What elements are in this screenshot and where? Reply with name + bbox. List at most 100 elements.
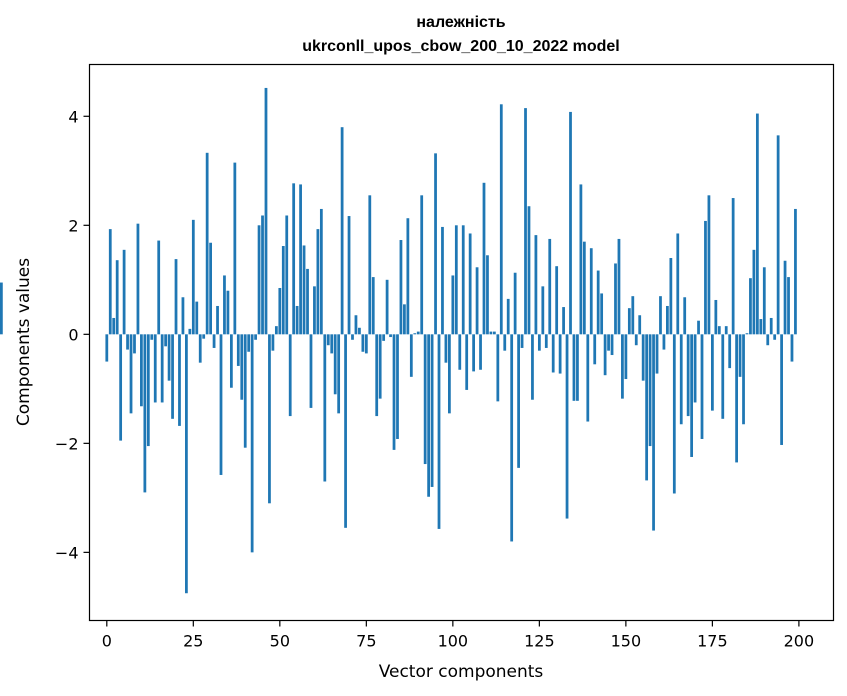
bar-41 (247, 334, 251, 352)
bar-184 (742, 334, 745, 425)
bar-132 (562, 307, 565, 335)
bar-39 (240, 334, 244, 400)
bar-193 (773, 334, 777, 340)
x-tick-label: 100 (438, 632, 469, 651)
bar-53 (288, 334, 292, 417)
y-tick-label: 0 (68, 325, 78, 344)
bar-198 (790, 334, 794, 362)
x-tick-label: 175 (697, 632, 728, 651)
bar-54 (292, 183, 296, 335)
bar-121 (524, 108, 527, 335)
x-tick-label: 25 (183, 632, 203, 651)
bar-67 (337, 334, 341, 414)
chart-title-line-2: ukrconll_upos_cbow_200_10_2022 model (302, 38, 619, 55)
bar-94 (430, 334, 434, 487)
bar-50 (278, 287, 282, 335)
x-axis-ticks: 0 25 50 75 100 125 150 175 200 (102, 620, 814, 651)
bar-179 (724, 326, 728, 335)
bar-24 (188, 328, 192, 335)
bar-135 (572, 334, 576, 401)
bar-28 (202, 334, 206, 339)
bar-178 (721, 334, 725, 419)
bar-143 (600, 293, 604, 335)
bar-58 (306, 268, 309, 335)
bar-100 (451, 275, 455, 335)
bar-73 (358, 327, 361, 335)
bar-49 (274, 326, 278, 335)
bar-147 (614, 263, 617, 335)
bar-95 (434, 153, 437, 335)
bar-15 (157, 240, 161, 335)
bar-149 (621, 334, 624, 399)
bar-160 (659, 296, 662, 335)
bar-3 (115, 260, 119, 335)
bar-166 (679, 334, 683, 425)
bar-40 (243, 334, 247, 448)
bar-150 (624, 334, 628, 380)
bar-87 (406, 218, 410, 335)
bar-144 (603, 334, 607, 376)
bar-0 (105, 334, 109, 362)
bar-75 (364, 334, 368, 354)
bar-122 (527, 206, 531, 335)
bar-98 (444, 334, 448, 363)
bar-46 (264, 87, 268, 335)
bar-20 (174, 259, 178, 335)
bar-125 (537, 334, 541, 351)
bar-187 (752, 249, 756, 335)
bar-13 (150, 334, 154, 340)
bar-142 (596, 270, 600, 335)
bar-74 (361, 334, 365, 352)
y-axis-ticks: −4 −2 0 2 4 (55, 107, 90, 562)
bar-182 (735, 334, 738, 463)
bar-undefined (0, 282, 3, 335)
bar-71 (351, 334, 354, 340)
bar-145 (607, 334, 610, 351)
bar-177 (717, 326, 721, 335)
bar-171 (697, 320, 700, 335)
bar-16 (160, 334, 164, 403)
bar-27 (198, 334, 202, 363)
bar-47 (268, 334, 271, 504)
bar-161 (662, 334, 666, 350)
bar-34 (223, 275, 226, 335)
bars-group (0, 87, 797, 594)
bar-164 (672, 334, 676, 494)
y-tick-label: −4 (55, 543, 79, 562)
bar-93 (427, 334, 431, 497)
bar-151 (627, 308, 631, 335)
bar-72 (354, 315, 358, 335)
bar-133 (565, 334, 569, 519)
bar-83 (392, 334, 396, 450)
chart-title-line-1: належність (416, 14, 505, 31)
bar-29 (205, 152, 209, 335)
bar-9 (136, 223, 140, 335)
bar-57 (302, 245, 306, 335)
bar-7 (129, 334, 133, 414)
bar-196 (783, 260, 787, 335)
plot-frame (88, 63, 835, 622)
bar-115 (503, 334, 507, 351)
bar-186 (749, 278, 752, 335)
bar-140 (589, 248, 593, 335)
bar-2 (112, 317, 116, 335)
bar-174 (707, 195, 711, 335)
bar-78 (375, 334, 379, 417)
bar-18 (167, 334, 171, 381)
bar-88 (409, 334, 413, 377)
bar-36 (229, 334, 233, 388)
y-tick-label: 2 (68, 216, 78, 235)
bar-137 (579, 184, 583, 335)
bar-90 (416, 331, 420, 335)
bar-33 (219, 334, 223, 475)
bar-21 (178, 334, 181, 426)
bar-60 (313, 286, 316, 335)
bar-99 (448, 334, 451, 414)
bar-113 (496, 334, 500, 402)
bar-5 (122, 249, 126, 335)
bar-66 (333, 334, 337, 395)
bar-84 (396, 334, 399, 439)
bar-6 (126, 334, 129, 350)
bar-22 (181, 297, 185, 335)
x-tick-label: 125 (524, 632, 555, 651)
